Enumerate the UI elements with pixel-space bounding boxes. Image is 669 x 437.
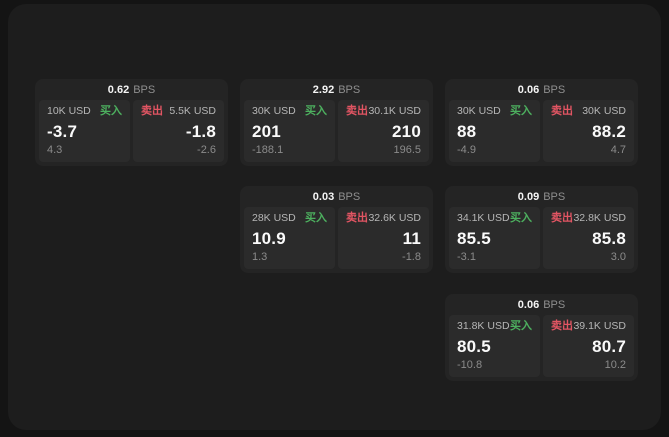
sell-delta: 4.7 [610, 144, 626, 156]
card-body: 28K USD 买入 10.9 1.3 卖出 32.6K USD 11 [240, 207, 433, 273]
buy-notional: 28K USD [252, 212, 296, 225]
sell-delta: 196.5 [393, 144, 421, 156]
sell-price: -1.8 [185, 121, 216, 141]
sell-notional: 39.1K USD [573, 320, 626, 333]
sell-delta: -2.6 [197, 144, 216, 156]
sell-delta: -1.8 [402, 251, 421, 263]
buy-delta: -188.1 [252, 144, 284, 156]
spread-bps-value: 0.06 [517, 84, 540, 96]
buy-side-label: 买入 [305, 105, 327, 117]
buy-side-label: 买入 [510, 105, 532, 117]
buy-side-label: 买入 [510, 320, 532, 332]
buy-price: 85.5 [457, 228, 491, 248]
buy-price: -3.7 [47, 121, 78, 141]
buy-notional: 31.8K USD [457, 320, 510, 333]
sell-side-label: 卖出 [551, 212, 573, 224]
spread-bps-value: 0.06 [517, 299, 540, 311]
card-header: 0.03 BPS [240, 186, 433, 207]
sell-price: 85.8 [592, 228, 626, 248]
quote-card: 0.06 BPS 30K USD 买入 88 -4.9 卖出 30K USD [445, 79, 638, 166]
quote-card: 2.92 BPS 30K USD 买入 201 -188.1 卖出 30.1K [240, 79, 433, 166]
sell-price: 88.2 [592, 121, 626, 141]
buy-notional: 10K USD [47, 105, 91, 118]
quote-card: 0.09 BPS 34.1K USD 买入 85.5 -3.1 卖出 32.8K [445, 186, 638, 273]
buy-delta: -4.9 [457, 144, 476, 156]
buy-price: 88 [457, 121, 477, 141]
spread-bps-value: 2.92 [312, 84, 335, 96]
spread-bps-unit: BPS [543, 191, 566, 203]
buy-price: 80.5 [457, 336, 491, 356]
sell-tile[interactable]: 卖出 5.5K USD -1.8 -2.6 [133, 100, 224, 162]
sell-tile[interactable]: 卖出 30.1K USD 210 196.5 [338, 100, 429, 162]
sell-notional: 32.8K USD [573, 212, 626, 225]
sell-price: 11 [402, 228, 421, 248]
buy-side-label: 买入 [510, 212, 532, 224]
sell-side-label: 卖出 [141, 105, 163, 117]
sell-side-label: 卖出 [551, 320, 573, 332]
sell-notional: 30K USD [582, 105, 626, 118]
spread-bps-value: 0.09 [517, 191, 540, 203]
sell-tile[interactable]: 卖出 32.6K USD 11 -1.8 [338, 207, 429, 269]
sell-price: 210 [392, 121, 421, 141]
sell-tile[interactable]: 卖出 39.1K USD 80.7 10.2 [543, 315, 634, 377]
spread-bps-unit: BPS [543, 299, 566, 311]
spread-bps-unit: BPS [543, 84, 566, 96]
sell-side-label: 卖出 [346, 212, 368, 224]
buy-delta: -10.8 [457, 359, 483, 371]
spread-bps-unit: BPS [338, 84, 361, 96]
buy-tile[interactable]: 10K USD 买入 -3.7 4.3 [39, 100, 130, 162]
spread-bps-value: 0.03 [312, 191, 335, 203]
buy-delta: -3.1 [457, 251, 476, 263]
sell-notional: 30.1K USD [368, 105, 421, 118]
spread-bps-unit: BPS [133, 84, 156, 96]
card-body: 10K USD 买入 -3.7 4.3 卖出 5.5K USD -1.8 [35, 100, 228, 166]
card-header: 0.09 BPS [445, 186, 638, 207]
buy-side-label: 买入 [305, 212, 327, 224]
buy-delta: 4.3 [47, 144, 63, 156]
quote-card: 0.62 BPS 10K USD 买入 -3.7 4.3 卖出 5.5K USD [35, 79, 228, 166]
quote-board-panel: 0.62 BPS 10K USD 买入 -3.7 4.3 卖出 5.5K USD [8, 4, 661, 430]
card-header: 0.62 BPS [35, 79, 228, 100]
sell-notional: 5.5K USD [169, 105, 216, 118]
card-body: 31.8K USD 买入 80.5 -10.8 卖出 39.1K USD 80.… [445, 315, 638, 381]
spread-bps-value: 0.62 [107, 84, 130, 96]
card-header: 0.06 BPS [445, 294, 638, 315]
buy-tile[interactable]: 30K USD 买入 88 -4.9 [449, 100, 540, 162]
buy-tile[interactable]: 31.8K USD 买入 80.5 -10.8 [449, 315, 540, 377]
buy-tile[interactable]: 28K USD 买入 10.9 1.3 [244, 207, 335, 269]
buy-side-label: 买入 [100, 105, 122, 117]
buy-price: 10.9 [252, 228, 286, 248]
buy-notional: 34.1K USD [457, 212, 510, 225]
sell-delta: 10.2 [604, 359, 626, 371]
sell-side-label: 卖出 [551, 105, 573, 117]
card-body: 30K USD 买入 88 -4.9 卖出 30K USD 88.2 [445, 100, 638, 166]
card-header: 0.06 BPS [445, 79, 638, 100]
sell-notional: 32.6K USD [368, 212, 421, 225]
sell-tile[interactable]: 卖出 30K USD 88.2 4.7 [543, 100, 634, 162]
sell-side-label: 卖出 [346, 105, 368, 117]
sell-tile[interactable]: 卖出 32.8K USD 85.8 3.0 [543, 207, 634, 269]
buy-notional: 30K USD [252, 105, 296, 118]
sell-price: 80.7 [592, 336, 626, 356]
card-body: 34.1K USD 买入 85.5 -3.1 卖出 32.8K USD 85.8 [445, 207, 638, 273]
buy-tile[interactable]: 30K USD 买入 201 -188.1 [244, 100, 335, 162]
quote-card: 0.06 BPS 31.8K USD 买入 80.5 -10.8 卖出 39.1 [445, 294, 638, 381]
buy-price: 201 [252, 121, 281, 141]
spread-bps-unit: BPS [338, 191, 361, 203]
buy-tile[interactable]: 34.1K USD 买入 85.5 -3.1 [449, 207, 540, 269]
buy-delta: 1.3 [252, 251, 268, 263]
card-body: 30K USD 买入 201 -188.1 卖出 30.1K USD 210 [240, 100, 433, 166]
buy-notional: 30K USD [457, 105, 501, 118]
card-header: 2.92 BPS [240, 79, 433, 100]
sell-delta: 3.0 [610, 251, 626, 263]
quote-card: 0.03 BPS 28K USD 买入 10.9 1.3 卖出 32.6K US [240, 186, 433, 273]
